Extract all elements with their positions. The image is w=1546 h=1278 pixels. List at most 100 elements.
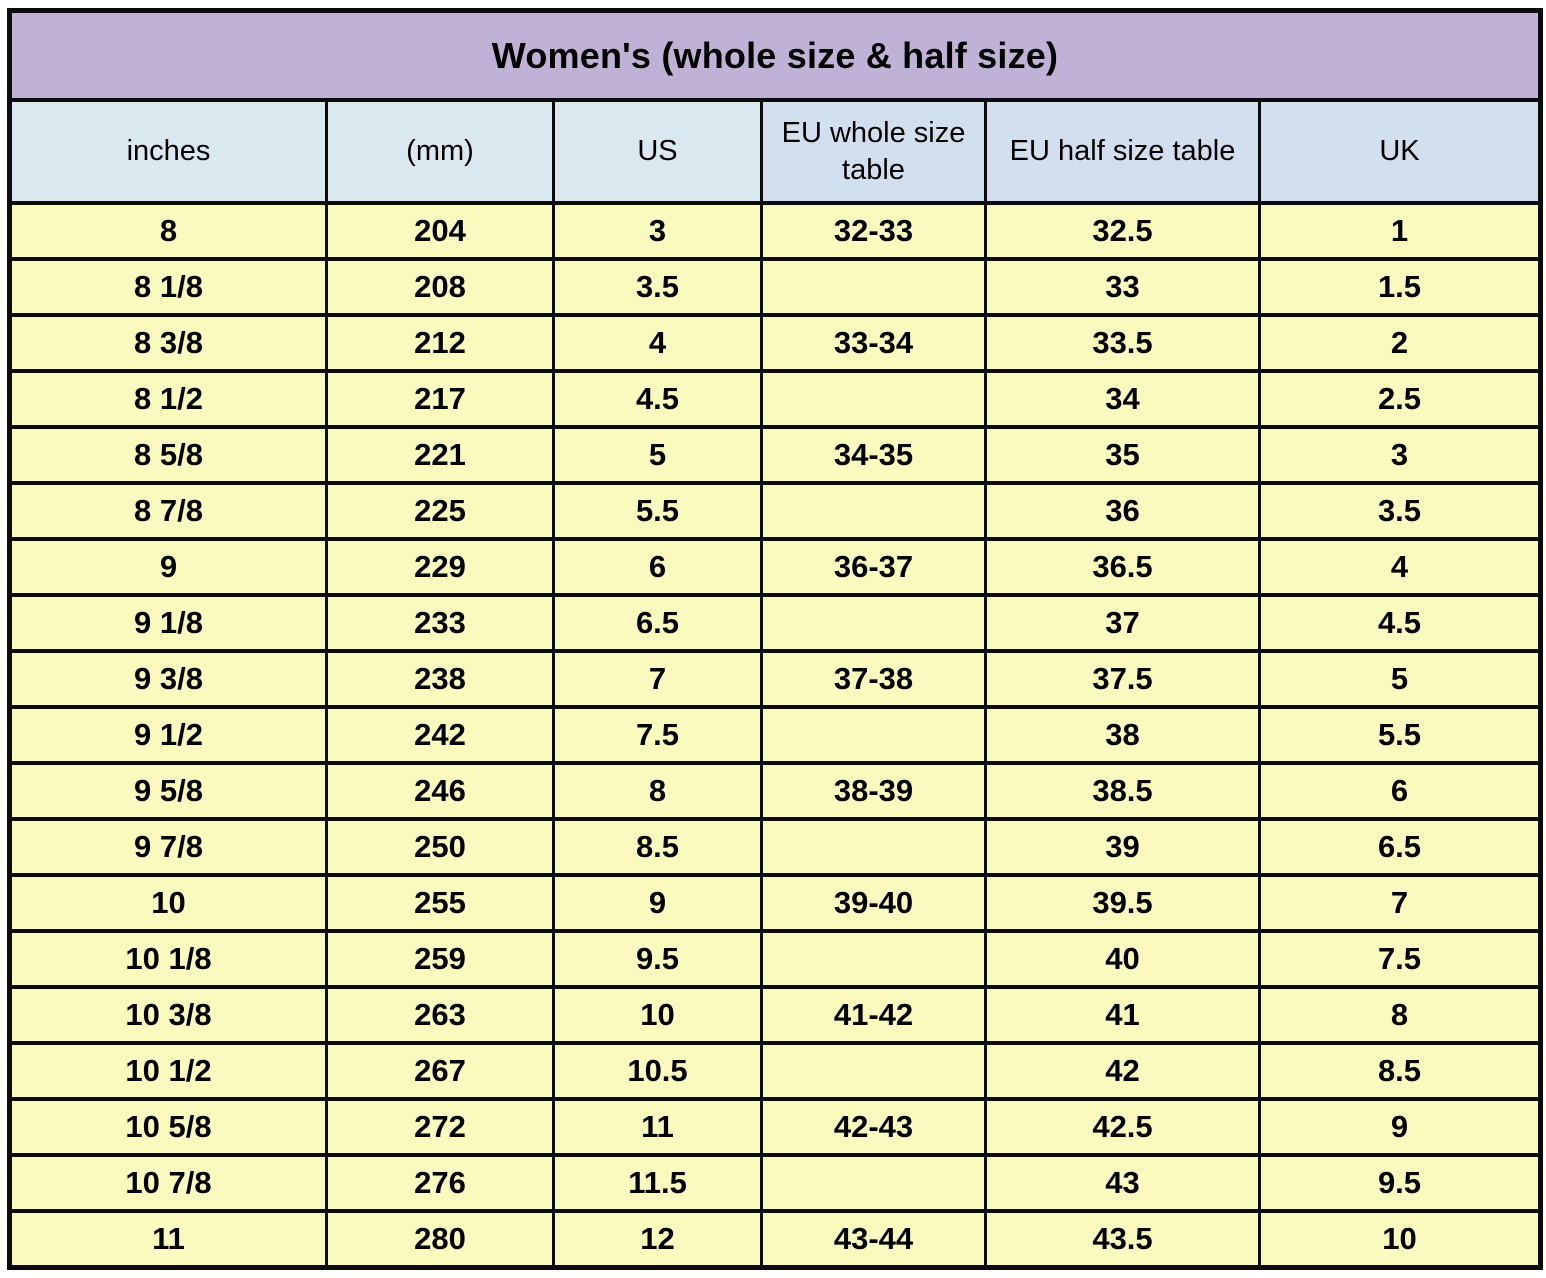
cell-us: 10 [552, 985, 763, 1045]
cell-inches: 9 1/8 [8, 593, 328, 653]
table-header-row: inches (mm) US EU whole size table EU ha… [8, 98, 1542, 205]
cell-uk: 5.5 [1258, 705, 1542, 765]
table-row: 9 1/2 242 7.5 38 5.5 [8, 705, 1542, 765]
table-row: 8 5/8 221 5 34-35 35 3 [8, 425, 1542, 485]
cell-eu-whole-size: 37-38 [760, 649, 987, 709]
cell-eu-half-size: 36.5 [984, 537, 1261, 597]
column-header-mm: (mm) [325, 98, 555, 205]
cell-us: 4.5 [552, 369, 763, 429]
cell-mm: 263 [325, 985, 555, 1045]
cell-eu-half-size: 37 [984, 593, 1261, 653]
cell-us: 7.5 [552, 705, 763, 765]
cell-inches: 10 1/2 [8, 1041, 328, 1101]
cell-us: 9.5 [552, 929, 763, 989]
cell-us: 10.5 [552, 1041, 763, 1101]
cell-mm: 238 [325, 649, 555, 709]
table-row: 10 7/8 276 11.5 43 9.5 [8, 1153, 1542, 1213]
table-row: 10 3/8 263 10 41-42 41 8 [8, 985, 1542, 1045]
table-row: 10 5/8 272 11 42-43 42.5 9 [8, 1097, 1542, 1157]
cell-us: 6.5 [552, 593, 763, 653]
cell-mm: 246 [325, 761, 555, 821]
cell-eu-whole-size [760, 1153, 987, 1213]
cell-eu-whole-size [760, 817, 987, 877]
cell-uk: 1 [1258, 201, 1542, 261]
cell-eu-half-size: 42 [984, 1041, 1261, 1101]
cell-uk: 3 [1258, 425, 1542, 485]
column-header-eu-whole-size: EU whole size table [760, 98, 987, 205]
cell-inches: 11 [8, 1209, 328, 1270]
cell-us: 4 [552, 313, 763, 373]
table-row: 9 7/8 250 8.5 39 6.5 [8, 817, 1542, 877]
column-header-uk: UK [1258, 98, 1542, 205]
cell-eu-whole-size [760, 257, 987, 317]
cell-inches: 10 [8, 873, 328, 933]
cell-inches: 9 3/8 [8, 649, 328, 709]
cell-us: 11 [552, 1097, 763, 1157]
table-row: 8 204 3 32-33 32.5 1 [8, 201, 1542, 261]
cell-uk: 2.5 [1258, 369, 1542, 429]
cell-inches: 10 7/8 [8, 1153, 328, 1213]
cell-uk: 7 [1258, 873, 1542, 933]
womens-size-conversion-table: Women's (whole size & half size) inches … [7, 8, 1543, 1270]
cell-mm: 229 [325, 537, 555, 597]
cell-eu-half-size: 40 [984, 929, 1261, 989]
cell-eu-whole-size [760, 705, 987, 765]
cell-mm: 233 [325, 593, 555, 653]
cell-mm: 212 [325, 313, 555, 373]
cell-eu-half-size: 34 [984, 369, 1261, 429]
column-header-inches: inches [8, 98, 328, 205]
cell-eu-whole-size [760, 593, 987, 653]
cell-us: 8 [552, 761, 763, 821]
cell-mm: 208 [325, 257, 555, 317]
table-row: 9 229 6 36-37 36.5 4 [8, 537, 1542, 597]
cell-inches: 8 7/8 [8, 481, 328, 541]
cell-mm: 272 [325, 1097, 555, 1157]
column-header-eu-half-size: EU half size table [984, 98, 1261, 205]
cell-eu-whole-size: 41-42 [760, 985, 987, 1045]
cell-mm: 267 [325, 1041, 555, 1101]
cell-us: 3 [552, 201, 763, 261]
cell-eu-half-size: 43.5 [984, 1209, 1261, 1270]
table-row: 8 7/8 225 5.5 36 3.5 [8, 481, 1542, 541]
cell-uk: 3.5 [1258, 481, 1542, 541]
cell-eu-half-size: 41 [984, 985, 1261, 1045]
cell-mm: 204 [325, 201, 555, 261]
cell-inches: 9 7/8 [8, 817, 328, 877]
cell-eu-whole-size [760, 481, 987, 541]
cell-us: 11.5 [552, 1153, 763, 1213]
cell-uk: 6 [1258, 761, 1542, 821]
cell-eu-whole-size: 34-35 [760, 425, 987, 485]
cell-uk: 10 [1258, 1209, 1542, 1270]
cell-inches: 9 1/2 [8, 705, 328, 765]
table-row: 10 1/2 267 10.5 42 8.5 [8, 1041, 1542, 1101]
cell-us: 3.5 [552, 257, 763, 317]
cell-mm: 221 [325, 425, 555, 485]
cell-eu-whole-size: 39-40 [760, 873, 987, 933]
cell-inches: 9 [8, 537, 328, 597]
cell-eu-half-size: 36 [984, 481, 1261, 541]
cell-eu-half-size: 38 [984, 705, 1261, 765]
cell-eu-half-size: 38.5 [984, 761, 1261, 821]
cell-us: 7 [552, 649, 763, 709]
cell-eu-half-size: 33 [984, 257, 1261, 317]
cell-us: 6 [552, 537, 763, 597]
cell-inches: 8 1/8 [8, 257, 328, 317]
cell-uk: 1.5 [1258, 257, 1542, 317]
cell-eu-whole-size: 33-34 [760, 313, 987, 373]
cell-eu-half-size: 39 [984, 817, 1261, 877]
table-row: 10 1/8 259 9.5 40 7.5 [8, 929, 1542, 989]
table-row: 8 3/8 212 4 33-34 33.5 2 [8, 313, 1542, 373]
cell-inches: 8 [8, 201, 328, 261]
table-row: 9 1/8 233 6.5 37 4.5 [8, 593, 1542, 653]
cell-us: 5.5 [552, 481, 763, 541]
cell-us: 12 [552, 1209, 763, 1270]
cell-eu-half-size: 42.5 [984, 1097, 1261, 1157]
cell-eu-half-size: 35 [984, 425, 1261, 485]
cell-eu-half-size: 33.5 [984, 313, 1261, 373]
cell-eu-whole-size [760, 929, 987, 989]
cell-eu-whole-size [760, 369, 987, 429]
cell-uk: 2 [1258, 313, 1542, 373]
table-row: 10 255 9 39-40 39.5 7 [8, 873, 1542, 933]
table-body: 8 204 3 32-33 32.5 1 8 1/8 208 3.5 33 1.5 8 3/8 212 4… [8, 201, 1542, 1270]
